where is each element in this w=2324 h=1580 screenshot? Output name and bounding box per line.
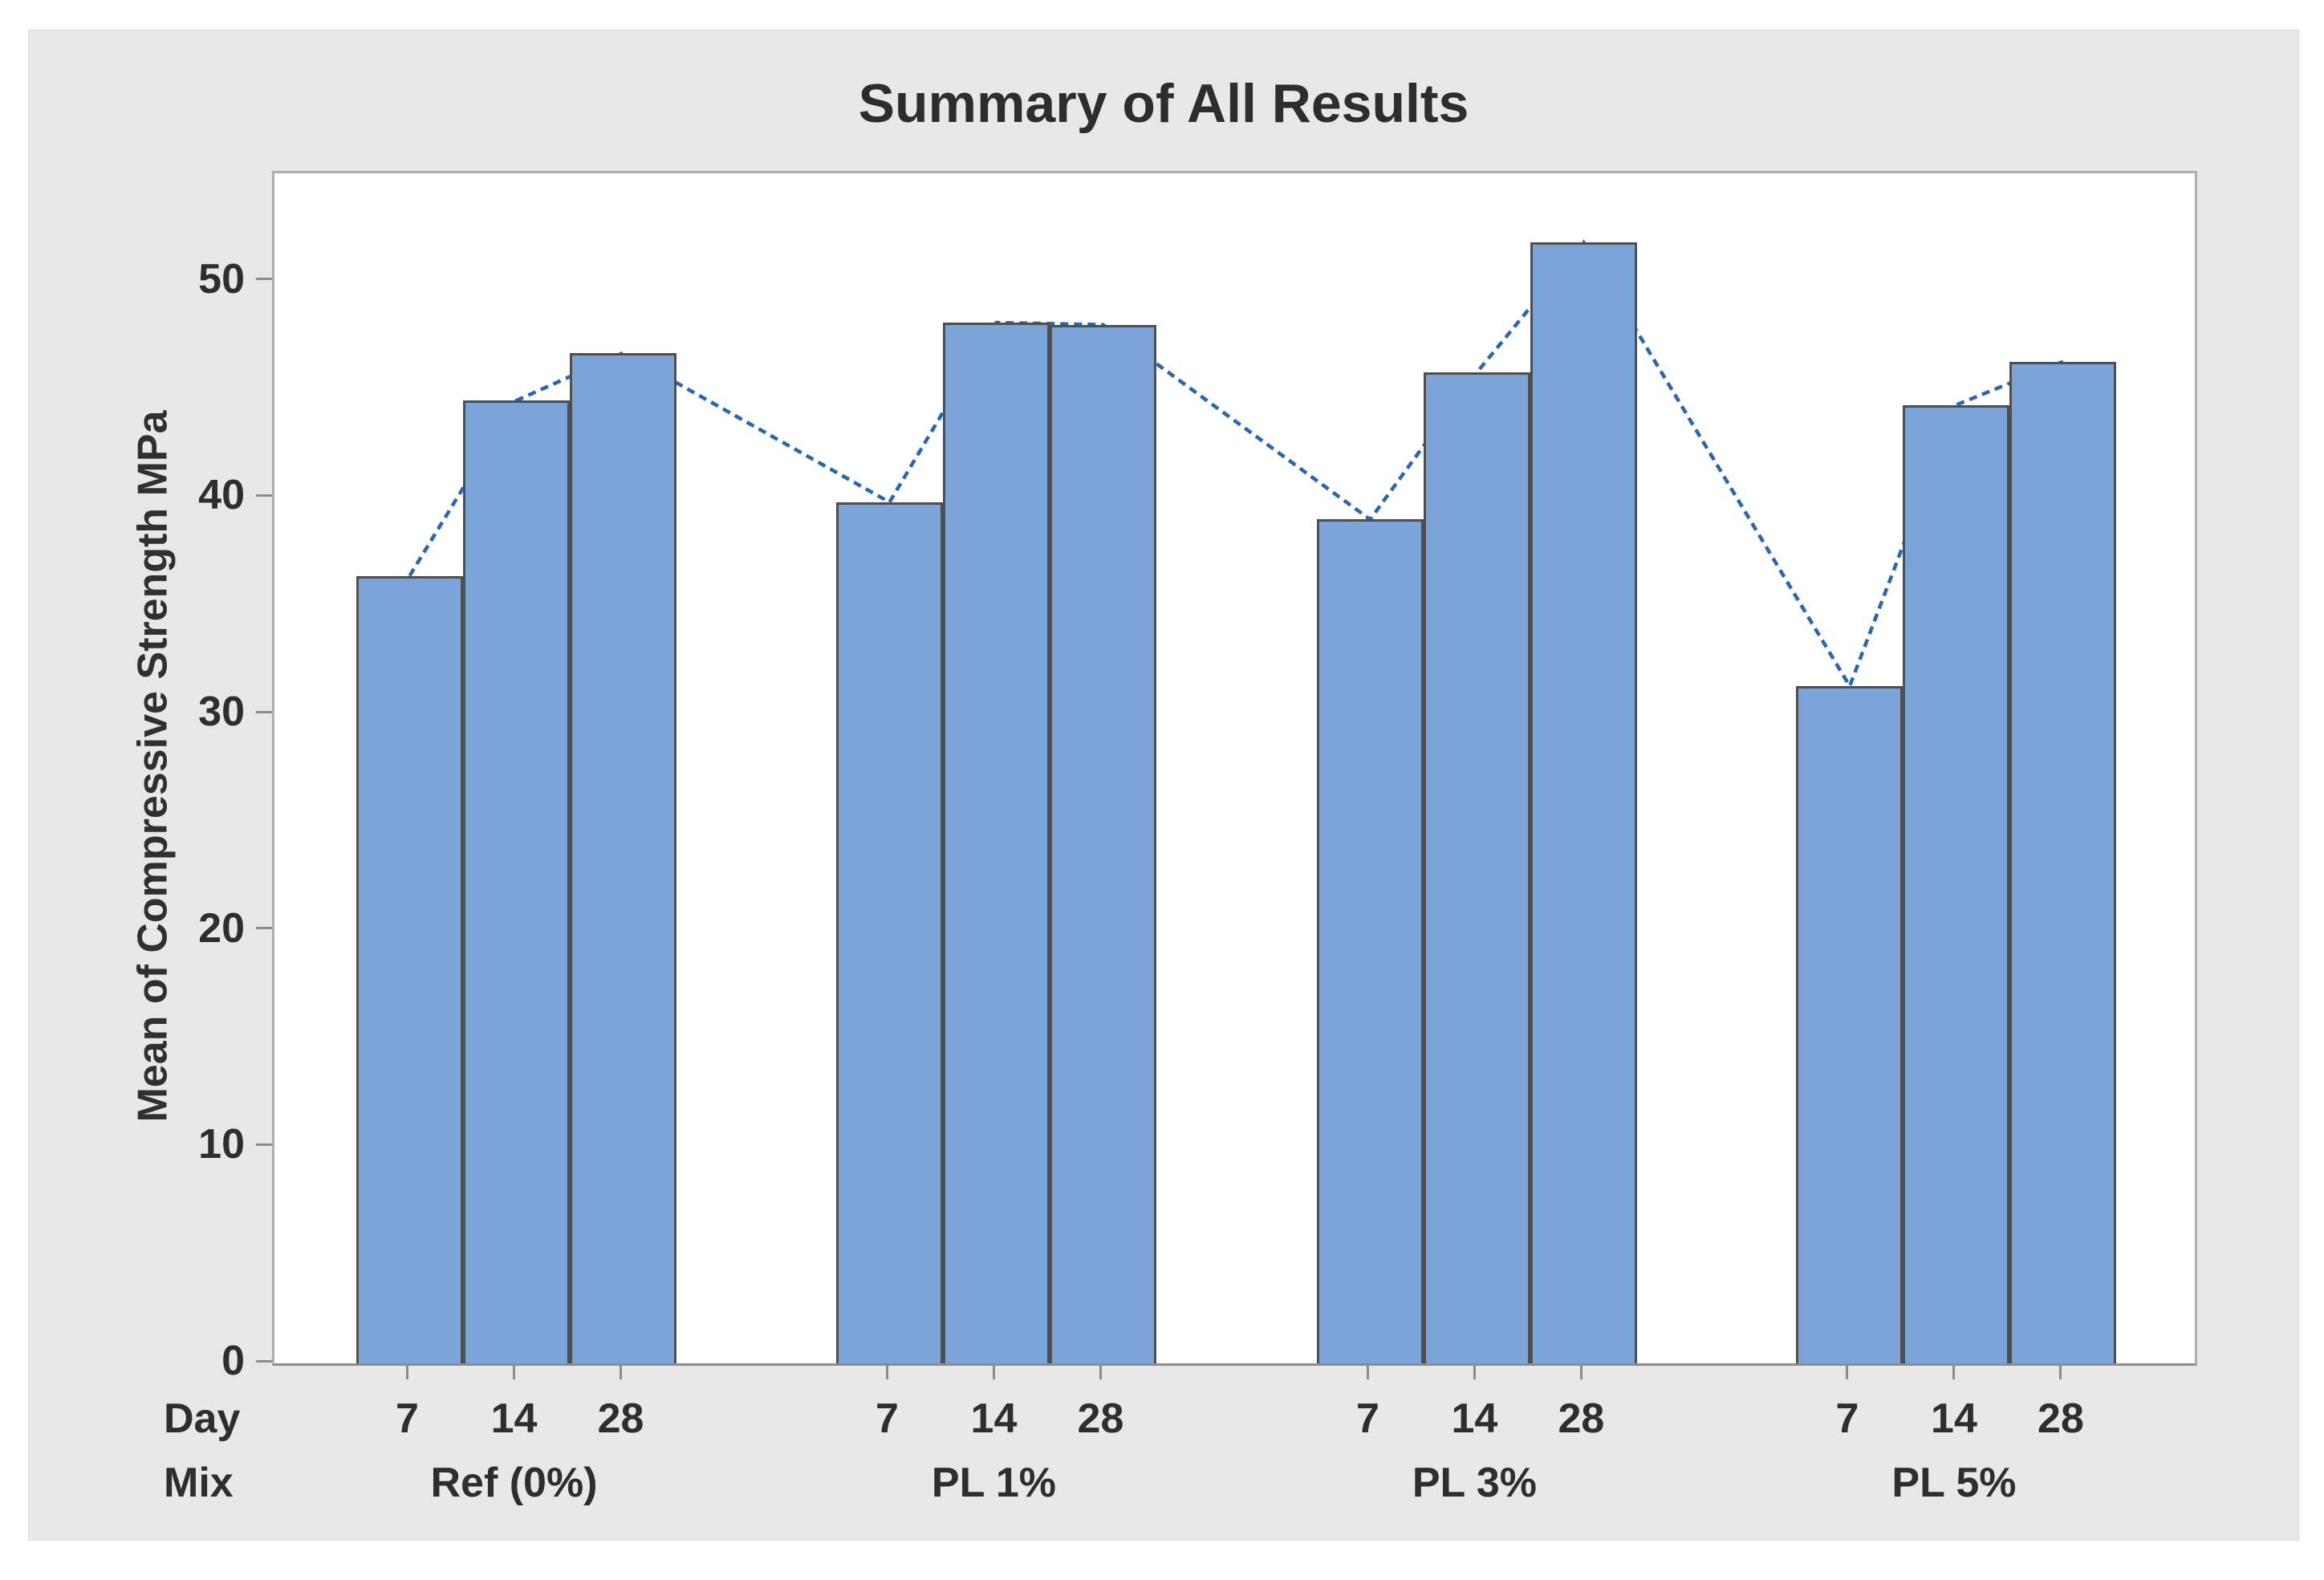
bar-pl5-day28: [2009, 361, 2117, 1363]
day-row-label: Day: [164, 1395, 241, 1442]
x-tick-mark: [2059, 1363, 2062, 1379]
x-tick-mark: [513, 1363, 516, 1379]
x-tick-mark: [1952, 1363, 1956, 1379]
mix-group-label: PL 5%: [1891, 1460, 2017, 1506]
day-tick-label: 28: [2038, 1395, 2084, 1442]
bar-ref0-day28: [570, 352, 677, 1363]
y-tick-mark: [256, 1143, 272, 1146]
x-tick-mark: [1473, 1363, 1476, 1379]
x-tick-mark: [620, 1363, 623, 1379]
y-tick-label: 40: [198, 472, 245, 519]
bar-pl3-day28: [1530, 242, 1637, 1363]
bar-pl1-day28: [1049, 324, 1156, 1363]
x-tick-mark: [1579, 1363, 1583, 1379]
x-tick-mark: [885, 1363, 888, 1379]
y-tick-mark: [256, 710, 272, 713]
bar-pl1-day14: [942, 323, 1050, 1363]
y-tick-label: 30: [198, 688, 245, 736]
bar-pl3-day14: [1423, 372, 1530, 1363]
day-tick-label: 14: [1451, 1395, 1498, 1442]
plot-area: [272, 171, 2197, 1366]
y-axis-title-text: Mean of Compressive Strength MPa: [130, 409, 177, 1123]
y-tick-label: 10: [198, 1121, 245, 1168]
y-tick-mark: [256, 278, 272, 281]
bar-ref0-day7: [356, 575, 463, 1363]
chart-title: Summary of All Results: [858, 73, 1469, 134]
mix-row-label: Mix: [164, 1460, 234, 1506]
mix-group-label: PL 1%: [931, 1460, 1057, 1506]
mix-group-label: PL 3%: [1412, 1460, 1537, 1506]
y-tick-mark: [256, 1359, 272, 1363]
bar-pl5-day14: [1903, 404, 2010, 1363]
x-tick-mark: [406, 1363, 408, 1379]
day-tick-label: 14: [490, 1395, 538, 1442]
day-tick-label: 28: [597, 1395, 644, 1442]
y-tick-label: 50: [198, 255, 245, 303]
y-tick-mark: [256, 927, 272, 930]
day-tick-label: 7: [1835, 1395, 1859, 1442]
y-tick-label: 0: [221, 1338, 245, 1384]
mix-group-label: Ref (0%): [430, 1460, 598, 1506]
y-tick-label: 20: [198, 904, 245, 952]
day-tick-label: 7: [1355, 1395, 1379, 1442]
day-tick-label: 7: [396, 1395, 419, 1442]
x-tick-mark: [1099, 1363, 1102, 1379]
day-tick-label: 14: [970, 1395, 1018, 1442]
x-tick-mark: [1846, 1363, 1849, 1379]
day-tick-label: 14: [1931, 1395, 1977, 1442]
day-tick-label: 28: [1077, 1395, 1124, 1442]
chart-panel: Summary of All Results Mean of Compressi…: [28, 30, 2299, 1541]
day-tick-label: 7: [875, 1395, 899, 1442]
x-tick-mark: [1366, 1363, 1369, 1379]
y-tick-mark: [256, 493, 272, 497]
x-tick-mark: [992, 1363, 995, 1379]
day-tick-label: 28: [1558, 1395, 1605, 1442]
bar-pl3-day7: [1316, 519, 1424, 1363]
y-axis-title: Mean of Compressive Strength MPa: [125, 171, 181, 1361]
bar-ref0-day14: [463, 400, 571, 1363]
bar-pl5-day7: [1796, 686, 1903, 1363]
bar-pl1-day7: [835, 502, 943, 1363]
